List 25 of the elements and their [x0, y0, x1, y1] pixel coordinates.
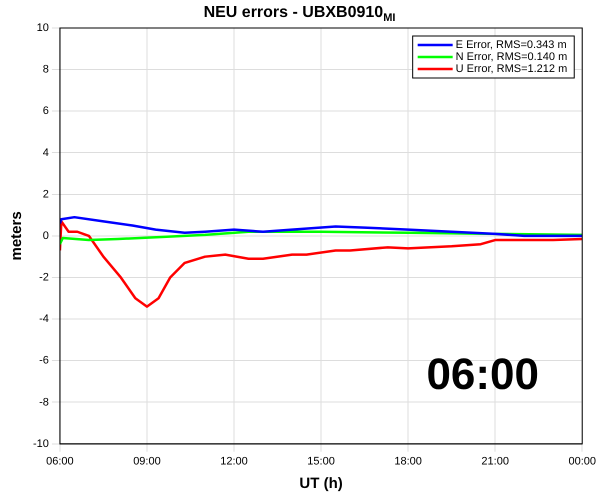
y-tick-label: 10 — [36, 22, 49, 34]
x-axis-title: UT (h) — [299, 475, 343, 492]
legend-label: U Error, RMS=1.212 m — [456, 63, 568, 76]
y-tick-label: 0 — [42, 230, 49, 242]
legend-label: E Error, RMS=0.343 m — [456, 39, 567, 52]
y-tick-label: -4 — [39, 313, 49, 326]
y-tick-label: -2 — [39, 272, 49, 284]
x-tick-label: 06:00 — [46, 455, 74, 468]
x-tick-label: 15:00 — [307, 455, 335, 468]
chart-title: NEU errors - UBXB0910$_{MI}$ — [204, 4, 396, 24]
x-tick-label: 00:00 — [568, 455, 596, 468]
x-tick-label: 21:00 — [481, 455, 509, 468]
y-tick-label: 4 — [42, 146, 49, 159]
y-tick-label: -10 — [32, 438, 49, 450]
annotation: 06:00 — [426, 350, 539, 400]
x-tick-label: 12:00 — [220, 455, 248, 468]
y-tick-label: -8 — [39, 396, 49, 408]
y-tick-label: -6 — [39, 354, 49, 367]
y-tick-label: 2 — [42, 188, 49, 200]
legend-label: N Error, RMS=0.140 m — [456, 51, 568, 64]
y-tick-label: 8 — [42, 64, 49, 76]
x-tick-label: 09:00 — [133, 455, 161, 468]
y-tick-label: 6 — [42, 105, 49, 118]
x-tick-label: 18:00 — [394, 455, 422, 468]
y-axis-title: meters — [8, 211, 26, 260]
